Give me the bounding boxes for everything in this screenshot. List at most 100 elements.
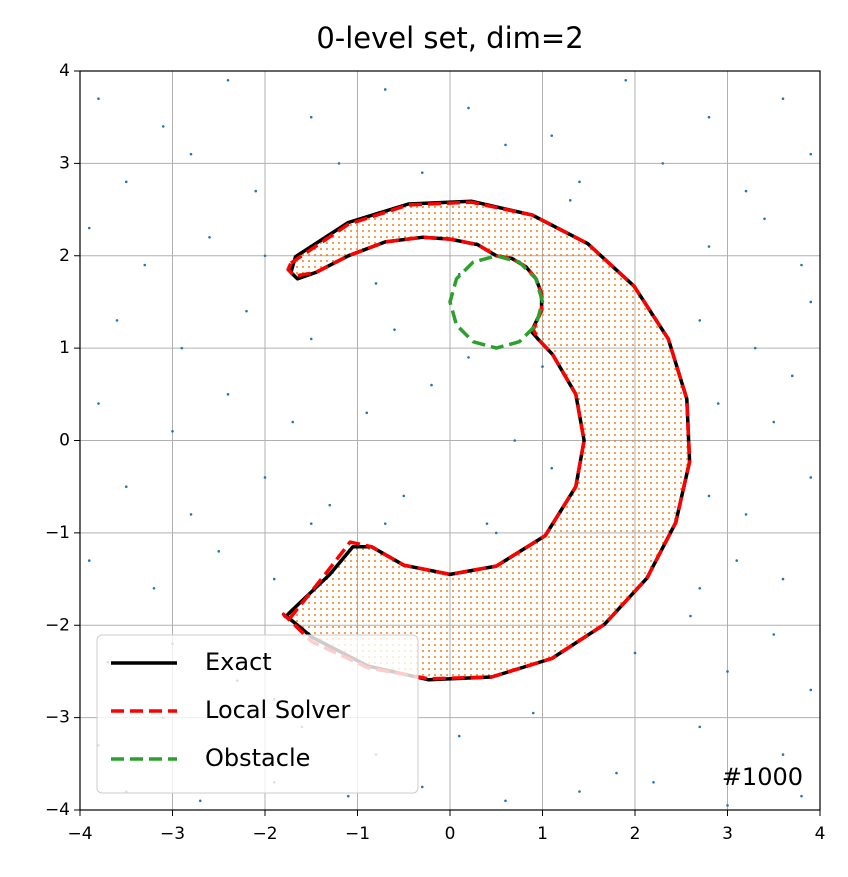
sample-point xyxy=(245,309,248,313)
x-tick-label: −2 xyxy=(252,824,277,844)
sample-point xyxy=(263,254,267,258)
sample-point xyxy=(513,439,517,442)
sample-point xyxy=(402,494,406,498)
x-tick-label: 0 xyxy=(445,824,456,844)
sample-point xyxy=(485,522,489,525)
sample-point xyxy=(809,152,813,156)
sample-point xyxy=(309,337,313,341)
y-tick-label: −3 xyxy=(45,708,70,728)
sample-point xyxy=(800,263,803,267)
sample-point xyxy=(374,282,378,285)
sample-point xyxy=(633,651,637,655)
sample-point xyxy=(624,78,628,82)
sample-point xyxy=(97,97,100,101)
sample-point xyxy=(772,420,776,424)
x-tick-label: 1 xyxy=(537,824,548,844)
sample-point xyxy=(578,790,581,793)
sample-point xyxy=(504,143,507,147)
sample-point xyxy=(430,383,433,387)
y-tick-label: 2 xyxy=(59,246,70,266)
x-tick-label: −4 xyxy=(67,824,92,844)
sample-point xyxy=(383,522,387,525)
y-tick-label: 1 xyxy=(59,338,70,358)
sample-point xyxy=(226,78,230,82)
chart-title: 0-level set, dim=2 xyxy=(316,21,583,55)
sample-point xyxy=(87,226,91,230)
sample-point xyxy=(790,374,794,378)
sample-point xyxy=(124,180,128,184)
sample-point xyxy=(420,785,424,789)
sample-point xyxy=(763,217,766,221)
sample-point xyxy=(254,189,258,193)
y-tick-label: 4 xyxy=(59,61,70,81)
y-tick-label: −2 xyxy=(45,615,70,635)
sample-point xyxy=(152,587,156,590)
annotation: #1000 xyxy=(722,763,803,791)
sample-point xyxy=(467,356,470,359)
legend-label: Obstacle xyxy=(205,744,310,772)
sample-point xyxy=(337,162,341,165)
sample-point xyxy=(365,411,369,415)
legend-box xyxy=(96,634,419,794)
y-tick-label: −4 xyxy=(45,800,70,820)
sample-point xyxy=(541,365,544,368)
sample-point xyxy=(809,476,813,479)
x-tick-label: 4 xyxy=(815,824,826,844)
sample-point xyxy=(707,115,711,119)
sample-point xyxy=(698,587,702,590)
sample-point xyxy=(698,319,702,322)
sample-point xyxy=(208,235,211,239)
sample-point xyxy=(568,199,572,202)
sample-point xyxy=(263,476,267,479)
sample-point xyxy=(809,300,813,304)
sample-point xyxy=(115,319,119,322)
sample-point xyxy=(309,522,313,525)
sample-point xyxy=(531,711,535,715)
x-tick-label: 2 xyxy=(630,824,641,844)
sample-point xyxy=(781,753,785,756)
sample-point xyxy=(726,804,729,807)
sample-point xyxy=(707,494,711,498)
sample-point xyxy=(781,577,785,581)
x-tick-label: −1 xyxy=(345,824,370,844)
sample-point xyxy=(383,88,387,91)
sample-point xyxy=(716,402,720,405)
sample-point xyxy=(661,162,665,165)
legend-label: Local Solver xyxy=(205,696,350,724)
sample-point xyxy=(291,420,295,424)
sample-point xyxy=(226,393,230,396)
sample-point xyxy=(272,577,276,581)
sample-point xyxy=(309,115,313,119)
plot-area xyxy=(87,78,813,807)
sample-point xyxy=(772,633,776,636)
sample-point xyxy=(753,346,757,350)
region-fill xyxy=(286,201,690,680)
sample-point xyxy=(735,559,739,562)
sample-point xyxy=(457,734,461,738)
sample-point xyxy=(217,550,221,553)
sample-point xyxy=(800,794,803,798)
legend-label: Exact xyxy=(205,648,272,676)
sample-point xyxy=(744,189,748,193)
plot-frame xyxy=(79,70,821,811)
sample-point xyxy=(180,346,184,350)
sample-point xyxy=(652,780,655,784)
sample-point xyxy=(578,180,581,184)
sample-point xyxy=(809,688,813,692)
curve xyxy=(281,200,692,681)
sample-point xyxy=(494,531,498,535)
sample-point xyxy=(781,97,785,101)
sample-point xyxy=(161,125,165,128)
sample-point xyxy=(346,794,350,798)
y-tick-label: 3 xyxy=(59,153,70,173)
sample-point xyxy=(171,429,174,433)
y-tick-label: 0 xyxy=(59,431,70,451)
sample-point xyxy=(467,106,470,110)
sample-point xyxy=(550,466,554,470)
sample-point xyxy=(744,513,748,516)
y-tick-label: −1 xyxy=(45,523,70,543)
sample-point xyxy=(689,614,692,618)
sample-point xyxy=(189,513,193,516)
sample-point xyxy=(393,328,396,331)
